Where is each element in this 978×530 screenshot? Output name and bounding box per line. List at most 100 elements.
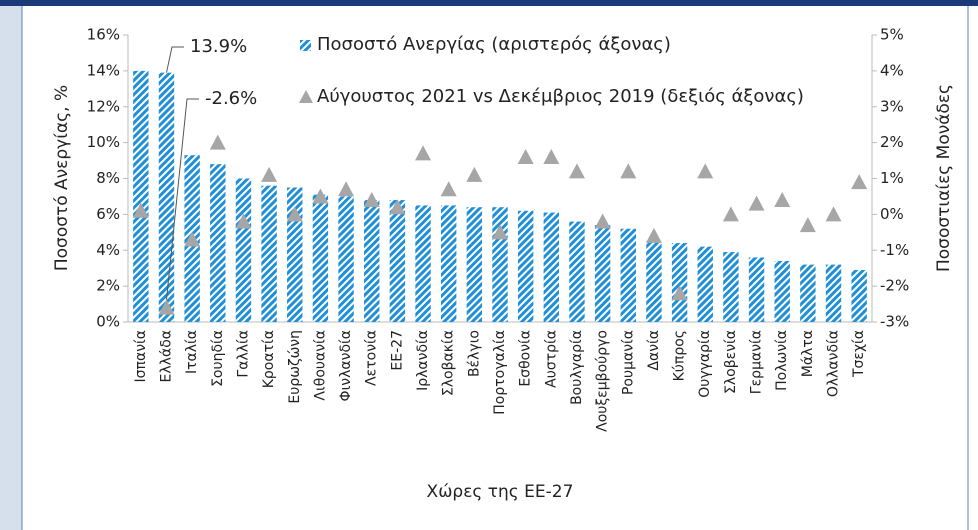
legend-marker xyxy=(299,90,313,103)
triangle-marker xyxy=(286,206,303,222)
bar xyxy=(312,194,329,322)
triangle-marker xyxy=(543,148,560,164)
triangle-marker xyxy=(132,202,149,218)
y2-tick-label: 2% xyxy=(880,133,904,151)
x-tick-label: Φινλανδία xyxy=(338,330,354,401)
legend-marker xyxy=(300,40,311,51)
bar xyxy=(851,269,867,322)
x-tick-label: Αυστρία xyxy=(543,330,559,388)
y-tick-label: 14% xyxy=(87,61,120,79)
triangle-marker xyxy=(338,181,355,197)
bar xyxy=(620,228,636,322)
x-tick-label: Εσθονία xyxy=(518,330,534,387)
triangle-marker xyxy=(774,192,791,208)
y-tick-label: 0% xyxy=(96,313,120,331)
y2-tick-label: 0% xyxy=(880,205,904,223)
y-tick-label: 16% xyxy=(87,26,120,44)
triangle-marker xyxy=(697,163,714,179)
triangle-marker xyxy=(440,181,457,197)
y-tick-label: 6% xyxy=(96,205,120,223)
bar xyxy=(646,241,662,322)
annotation-leader xyxy=(165,46,184,73)
triangle-marker xyxy=(851,174,868,190)
y-tick-label: 2% xyxy=(96,277,120,295)
x-tick-label: Βέλγιο xyxy=(466,330,482,377)
x-tick-label: Ιρλανδία xyxy=(415,330,431,391)
x-tick-label: Ουγγαρία xyxy=(697,330,713,398)
triangle-marker xyxy=(261,166,278,182)
bar xyxy=(133,70,149,322)
x-tick-label: Λιθουανία xyxy=(312,330,328,401)
triangle-marker xyxy=(825,206,842,222)
triangle-marker xyxy=(799,217,816,233)
triangle-marker xyxy=(389,199,406,215)
x-tick-label: Ρουμανία xyxy=(620,330,636,395)
triangle-marker xyxy=(235,213,252,229)
x-tick-label: Δανία xyxy=(646,330,662,371)
x-tick-label: Πορτογαλία xyxy=(492,330,508,415)
bar xyxy=(440,205,457,322)
triangle-marker xyxy=(492,224,508,240)
bar xyxy=(748,257,765,322)
y-tick-label: 12% xyxy=(87,97,120,115)
x-tick-label: Λουξεμβούργο xyxy=(595,330,611,432)
triangle-marker xyxy=(620,163,637,179)
triangle-marker xyxy=(748,195,765,211)
bar xyxy=(671,243,688,322)
x-tick-label: Γαλλία xyxy=(235,330,251,378)
bar xyxy=(723,252,739,322)
x-tick-label: Ολλανδία xyxy=(826,330,842,397)
annotation: 13.9% xyxy=(190,36,247,57)
legend-label: Αύγουστος 2021 vs Δεκέμβριος 2019 (δεξιό… xyxy=(317,86,804,107)
bar xyxy=(338,196,354,322)
legend-label: Ποσοστό Ανεργίας (αριστερός άξονας) xyxy=(317,34,671,55)
x-tick-label: Κύπρος xyxy=(672,330,688,381)
y-tick-label: 10% xyxy=(87,133,120,151)
x-tick-label: Πολωνία xyxy=(774,330,790,391)
bar xyxy=(800,264,816,322)
x-tick-label: Τσεχία xyxy=(851,330,867,378)
y2-tick-label: 5% xyxy=(880,26,904,44)
y2-tick-label: -1% xyxy=(880,241,909,259)
y2-tick-label: 1% xyxy=(880,169,904,187)
bar xyxy=(235,178,252,322)
x-tick-label: Μάλτα xyxy=(800,330,816,377)
y2-tick-label: -2% xyxy=(880,277,909,295)
y-tick-label: 8% xyxy=(96,169,120,187)
bar xyxy=(825,264,842,322)
y2-axis-title: Ποσοστιαίες Μονάδες xyxy=(934,84,954,272)
x-tick-label: Ιταλία xyxy=(184,330,200,374)
annotation-leader xyxy=(165,98,199,300)
x-axis-title: Χώρες της ΕΕ-27 xyxy=(427,482,574,502)
triangle-marker xyxy=(722,206,739,222)
bar xyxy=(569,221,585,322)
x-tick-label: Σλοβενία xyxy=(723,330,739,394)
x-tick-label: ΕΕ-27 xyxy=(389,330,405,371)
bar xyxy=(543,212,560,322)
y-tick-label: 4% xyxy=(96,241,120,259)
triangle-marker xyxy=(645,227,662,243)
triangle-marker xyxy=(568,163,585,179)
triangle-marker xyxy=(415,145,432,161)
bar xyxy=(774,261,790,322)
bar xyxy=(261,185,277,322)
x-tick-label: Σουηδία xyxy=(210,330,226,387)
bar xyxy=(594,225,611,322)
annotation: -2.6% xyxy=(205,88,257,109)
triangle-marker xyxy=(184,231,201,247)
x-tick-label: Γερμανία xyxy=(749,330,765,394)
triangle-marker xyxy=(594,213,611,229)
triangle-marker xyxy=(363,192,380,208)
side-strip xyxy=(0,0,22,530)
bar xyxy=(697,246,713,322)
bar xyxy=(210,164,226,322)
y-axis-title: Ποσοστό Ανεργίας, % xyxy=(52,85,72,271)
x-tick-label: Βουλγαρία xyxy=(569,330,585,405)
x-tick-label: Ισπανία xyxy=(133,330,149,382)
triangle-marker xyxy=(209,134,226,150)
y2-tick-label: 3% xyxy=(880,97,904,115)
bar xyxy=(364,200,380,322)
triangle-marker xyxy=(466,166,483,182)
triangle-marker xyxy=(158,299,175,315)
